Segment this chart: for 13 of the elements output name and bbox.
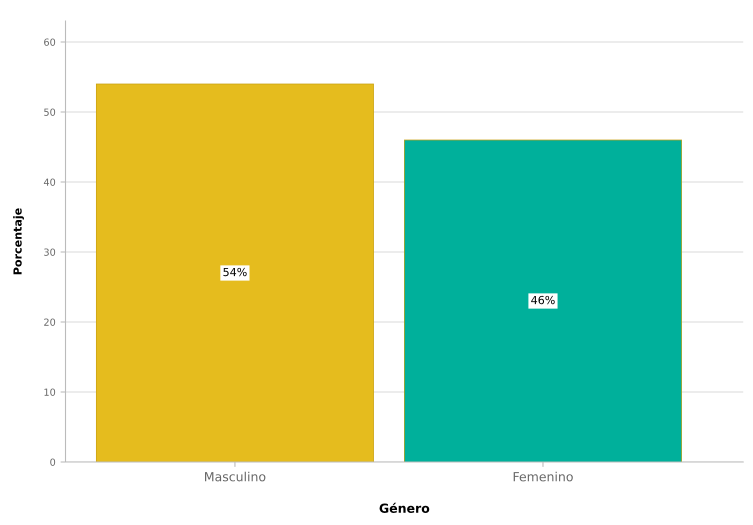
y-tick-label: 50 xyxy=(44,108,56,116)
y-tick-label: 10 xyxy=(44,388,56,396)
y-tick-label: 30 xyxy=(44,248,56,256)
y-tick-label: 60 xyxy=(44,38,56,46)
x-axis-title: Género xyxy=(380,502,430,513)
y-tick-label: 20 xyxy=(44,318,56,326)
y-tick-label: 0 xyxy=(50,458,56,466)
y-tick-label: 40 xyxy=(44,178,56,186)
y-axis-title: Porcentaje xyxy=(13,208,24,274)
x-tick-label: Masculino xyxy=(205,472,266,482)
data-label: 54% xyxy=(223,268,247,276)
x-tick-label: Femenino xyxy=(514,472,573,482)
data-label: 46% xyxy=(531,296,555,304)
